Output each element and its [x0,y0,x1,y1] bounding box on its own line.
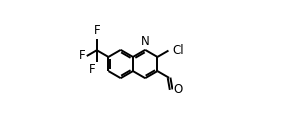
Text: Cl: Cl [172,44,184,57]
Text: F: F [89,63,95,76]
Text: F: F [79,49,85,62]
Text: N: N [141,35,150,48]
Text: F: F [93,24,100,37]
Text: O: O [173,83,183,96]
